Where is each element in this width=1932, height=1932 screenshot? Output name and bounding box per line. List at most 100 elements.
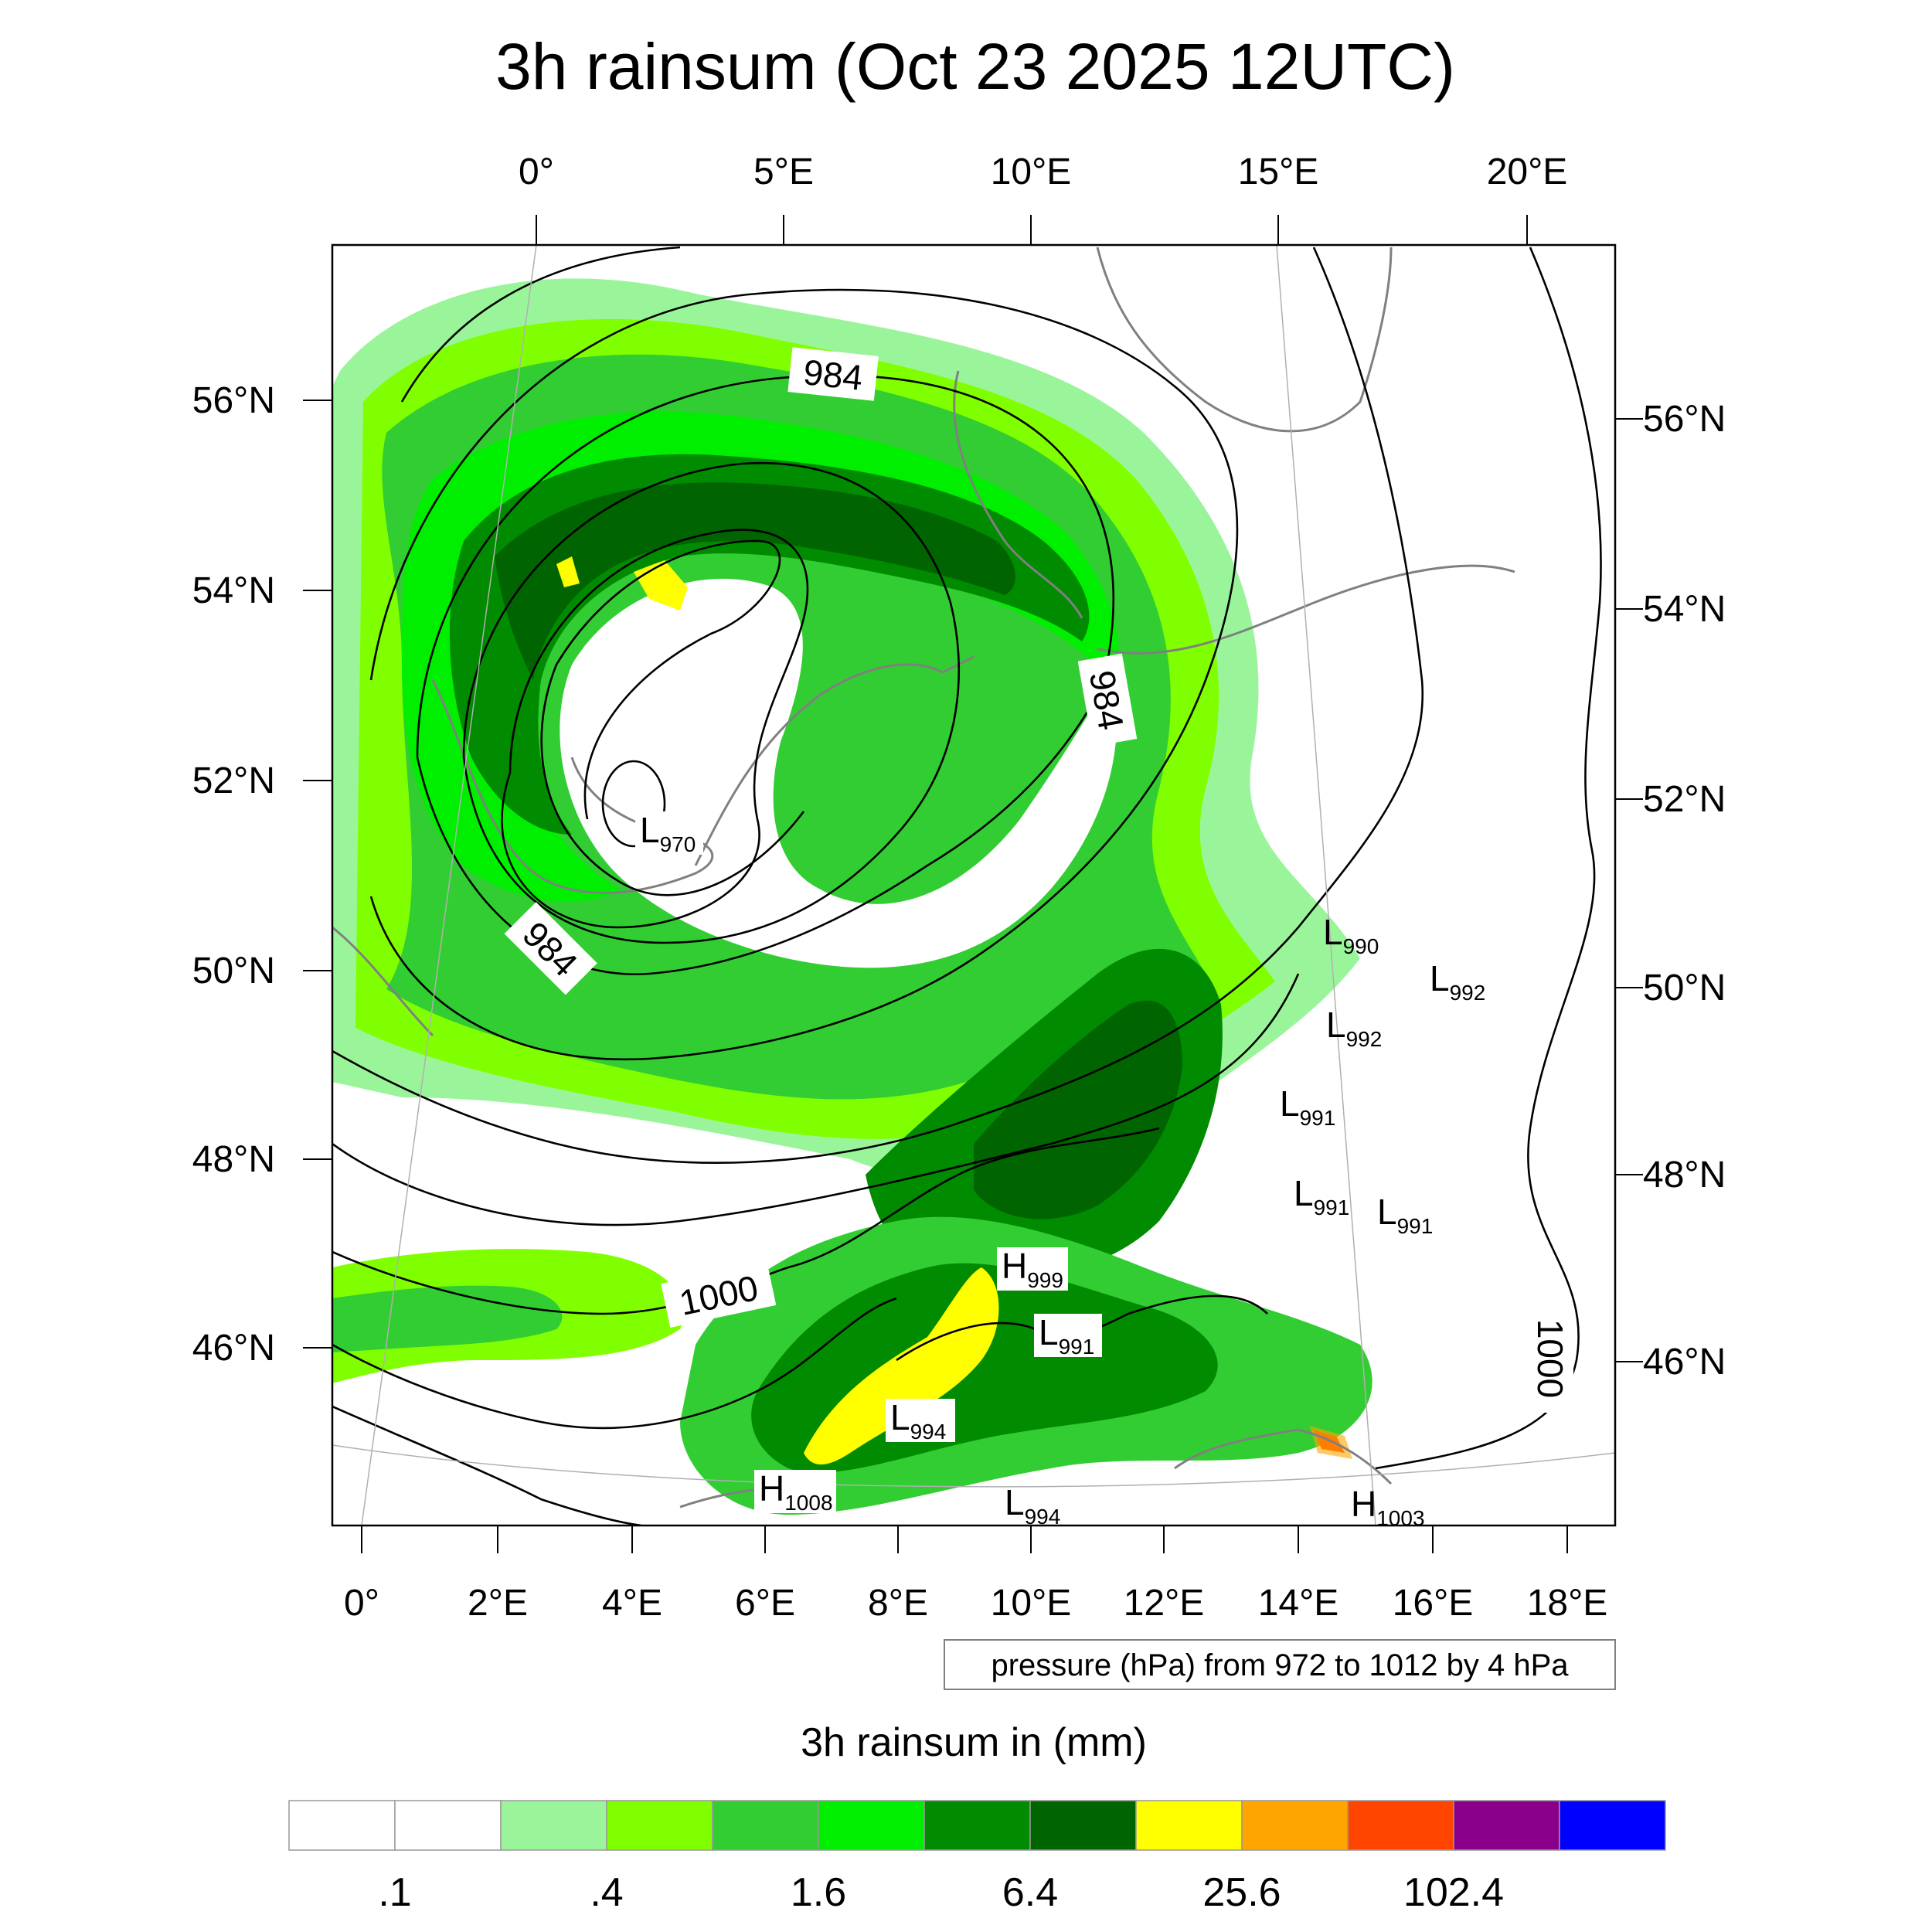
isobar-1004 [332, 1297, 897, 1430]
parallel-45n [332, 1444, 1615, 1488]
graticule [332, 245, 1615, 1526]
map-title: 3h rainsum (Oct 23 2025 12UTC) [495, 30, 1455, 103]
heavy-cell-2 [556, 556, 580, 587]
svg-text:L991: L991 [1280, 1083, 1335, 1130]
bottom-lon-label-8e: 8°E [868, 1583, 928, 1624]
bottom-lon-label-6e: 6°E [735, 1583, 795, 1624]
svg-text:H1008: H1008 [759, 1468, 833, 1515]
isobar-988 [369, 288, 1239, 1061]
left-latitude-axis: 56°N 54°N 52°N 50°N 48°N 46°N [192, 380, 332, 1369]
coastlines [332, 247, 1515, 1509]
contour-info-text: pressure (hPa) from 972 to 1012 by 4 hPa [991, 1648, 1569, 1682]
colorbar-label: .1 [378, 1870, 411, 1915]
colorbar-swatch [500, 1800, 607, 1851]
colorbar-title: 3h rainsum in (mm) [801, 1720, 1147, 1765]
isobar-996 [332, 973, 1300, 1226]
isobar-1008 [332, 1405, 642, 1526]
colorbar-swatch [1453, 1800, 1560, 1851]
coastline-baltic [1097, 564, 1515, 655]
colorbar-swatch [288, 1800, 396, 1851]
top-longitude-axis: 0° 5°E 10°E 15°E 20°E [519, 151, 1567, 245]
svg-text:L992: L992 [1326, 1005, 1382, 1051]
bottom-lon-label-0: 0° [344, 1583, 379, 1624]
right-lat-label-50n: 50°N [1643, 968, 1726, 1009]
coastline-france-atlantic [332, 926, 434, 1037]
colorbar-label: 1.6 [791, 1870, 846, 1915]
colorbar-label: 102.4 [1403, 1870, 1504, 1915]
pressure-centers: L970 L990 L992 L992 L991 L991 L991 H9 [635, 810, 1485, 1530]
bottom-lon-label-10e: 10°E [991, 1583, 1072, 1624]
bottom-lon-label-4e: 4°E [602, 1583, 662, 1624]
pressure-center-l991-alps: L991 [1034, 1312, 1102, 1359]
left-lat-label-50n: 50°N [192, 951, 275, 992]
right-lat-label-54n: 54°N [1643, 589, 1726, 630]
colorbar-swatches [288, 1800, 1666, 1851]
svg-text:L991: L991 [1294, 1173, 1349, 1219]
bottom-lon-label-18e: 18°E [1527, 1583, 1608, 1624]
west-rain-strip-inner [332, 1285, 563, 1352]
colorbar-swatch [1029, 1800, 1137, 1851]
svg-text:L994: L994 [890, 1397, 946, 1444]
map-panel: 984 984 984 1000 1000 L970 [331, 243, 1617, 1530]
colorbar-labels: .1 .4 1.6 6.4 25.6 102.4 [378, 1870, 1504, 1915]
bottom-lon-label-2e: 2°E [468, 1583, 528, 1624]
contour-label-984-right: 984 [1077, 653, 1138, 747]
bottom-lon-label-16e: 16°E [1393, 1583, 1474, 1624]
meridian-15e [1276, 245, 1376, 1526]
bottom-longitude-axis: 0° 2°E 4°E 6°E 8°E 10°E 12°E 14°E 16°E 1… [344, 1526, 1607, 1624]
colorbar-swatch [712, 1800, 819, 1851]
left-lat-label-46n: 46°N [192, 1328, 275, 1369]
isobar-992 [332, 246, 1424, 1164]
colorbar-swatch [1559, 1800, 1666, 1851]
contour-info-box: pressure (hPa) from 972 to 1012 by 4 hPa [944, 1639, 1616, 1690]
svg-text:H999: H999 [1002, 1246, 1063, 1292]
pressure-center-l970: L970 [635, 810, 703, 856]
pressure-center-h1008: H1008 [754, 1468, 836, 1515]
alpine-rain-very-heavy [804, 1267, 999, 1464]
colorbar-swatch [394, 1800, 502, 1851]
pressure-center-l994-alps: L994 [886, 1397, 955, 1444]
pressure-center-l991-c: L991 [1377, 1192, 1433, 1238]
isobar-978 [501, 529, 809, 929]
colorbar-swatch [1347, 1800, 1454, 1851]
left-lat-label-52n: 52°N [192, 760, 275, 801]
right-lat-label-46n: 46°N [1643, 1342, 1726, 1383]
colorbar-swatch [606, 1800, 713, 1851]
svg-text:L990: L990 [1323, 912, 1379, 958]
rain-band-very-heavy [495, 482, 1015, 680]
isobar-974 [540, 539, 805, 896]
right-lat-label-56n: 56°N [1643, 399, 1726, 440]
map-frame [331, 243, 1617, 1527]
svg-text:L970: L970 [640, 810, 696, 856]
colorbar-label: .4 [590, 1870, 623, 1915]
bottom-lon-label-14e: 14°E [1258, 1583, 1339, 1624]
right-lat-label-52n: 52°N [1643, 779, 1726, 820]
pressure-center-l991-a: L991 [1280, 1083, 1335, 1130]
colorbar-swatch [818, 1800, 925, 1851]
isobars [332, 246, 1602, 1526]
bottom-lon-label-12e: 12°E [1124, 1583, 1205, 1624]
coastline-denmark [953, 370, 1083, 619]
colorbar-label: 25.6 [1202, 1870, 1281, 1915]
colorbar-swatch [923, 1800, 1031, 1851]
coastline-scandinavia [1096, 247, 1393, 433]
isobar-982 [462, 461, 961, 944]
top-lon-label-10e: 10°E [991, 151, 1072, 192]
pressure-center-l992-west: L992 [1326, 1005, 1382, 1051]
pressure-center-h999: H999 [997, 1246, 1068, 1292]
colorbar-swatch [1241, 1800, 1349, 1851]
top-lon-label-5e: 5°E [753, 151, 814, 192]
colorbar-label: 6.4 [1002, 1870, 1058, 1915]
meridian-0 [361, 245, 537, 1526]
svg-text:L991: L991 [1377, 1192, 1433, 1238]
right-lat-label-48n: 48°N [1643, 1155, 1726, 1196]
right-latitude-axis: 56°N 54°N 52°N 50°N 48°N 46°N [1615, 399, 1726, 1383]
svg-text:L992: L992 [1430, 958, 1485, 1005]
pressure-center-l991-b: L991 [1294, 1173, 1349, 1219]
left-lat-label-54n: 54°N [192, 570, 275, 611]
isobar-1000 [332, 1127, 1160, 1315]
isobar-970 [601, 760, 666, 848]
svg-text:984: 984 [801, 352, 865, 398]
top-lon-label-20e: 20°E [1487, 151, 1568, 192]
